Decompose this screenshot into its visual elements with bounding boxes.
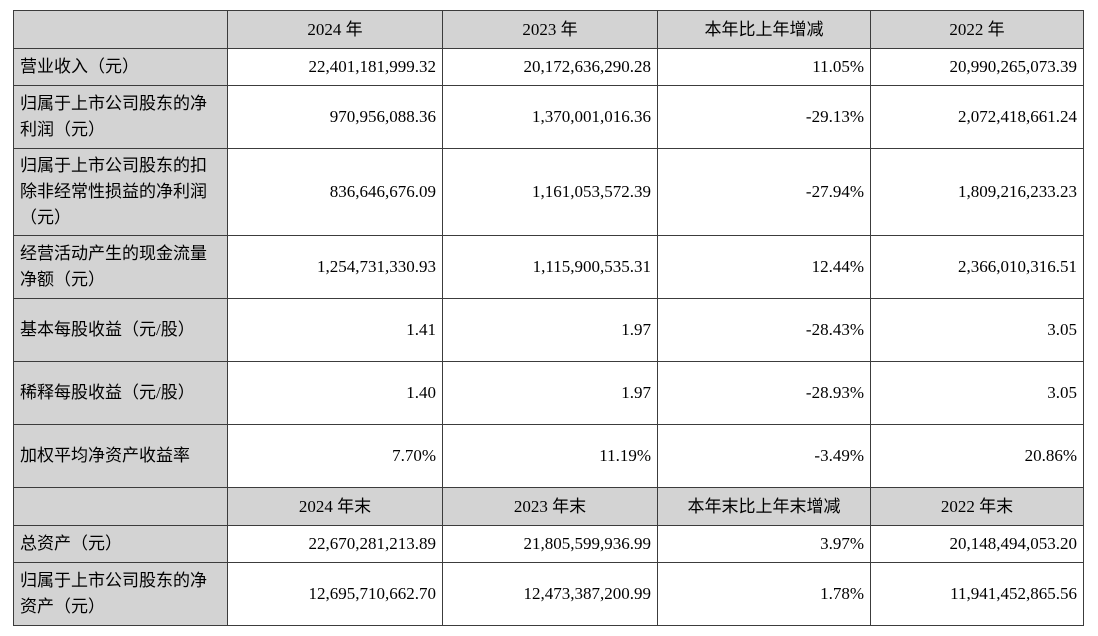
table-row-operating-revenue: 营业收入（元） 22,401,181,999.32 20,172,636,290… [13,48,1084,86]
yearend-header-2024: 2024 年末 [227,487,443,526]
cell-value-2024: 970,956,088.36 [227,85,443,149]
cell-value-2024: 7.70% [227,424,443,488]
cell-value-2024: 836,646,676.09 [227,148,443,236]
row-label: 归属于上市公司股东的扣除非经常性损益的净利润（元） [13,148,228,236]
financial-summary-table: 2024 年 2023 年 本年比上年增减 2022 年 营业收入（元） 22,… [13,10,1084,626]
row-label: 加权平均净资产收益率 [13,424,228,488]
cell-value-2023: 11.19% [442,424,658,488]
cell-value-2022: 3.05 [870,361,1084,425]
yearend-header-row: 2024 年末 2023 年末 本年末比上年末增减 2022 年末 [13,487,1084,526]
cell-value-change: -29.13% [657,85,871,149]
cell-value-2023: 20,172,636,290.28 [442,48,658,86]
cell-value-change: 3.97% [657,525,871,563]
cell-value-change: -3.49% [657,424,871,488]
cell-value-2022: 1,809,216,233.23 [870,148,1084,236]
cell-value-2023: 1,115,900,535.31 [442,235,658,299]
table-row-weighted-avg-roe: 加权平均净资产收益率 7.70% 11.19% -3.49% 20.86% [13,424,1084,488]
table-row-operating-cash-flow: 经营活动产生的现金流量净额（元） 1,254,731,330.93 1,115,… [13,235,1084,299]
row-label: 归属于上市公司股东的净利润（元） [13,85,228,149]
annual-header-2024: 2024 年 [227,10,443,49]
row-label: 稀释每股收益（元/股） [13,361,228,425]
cell-value-change: 11.05% [657,48,871,86]
row-label: 营业收入（元） [13,48,228,86]
cell-value-2023: 21,805,599,936.99 [442,525,658,563]
table-row-total-assets: 总资产（元） 22,670,281,213.89 21,805,599,936.… [13,525,1084,563]
cell-value-change: -27.94% [657,148,871,236]
cell-value-2024: 22,670,281,213.89 [227,525,443,563]
cell-value-2023: 12,473,387,200.99 [442,562,658,626]
annual-header-yoy-change: 本年比上年增减 [657,10,871,49]
annual-header-row: 2024 年 2023 年 本年比上年增减 2022 年 [13,10,1084,49]
yearend-header-2022: 2022 年末 [870,487,1084,526]
cell-value-2022: 3.05 [870,298,1084,362]
cell-value-2022: 2,072,418,661.24 [870,85,1084,149]
cell-value-2022: 20,990,265,073.39 [870,48,1084,86]
cell-value-change: -28.43% [657,298,871,362]
annual-header-2022: 2022 年 [870,10,1084,49]
cell-value-2023: 1,161,053,572.39 [442,148,658,236]
cell-value-2024: 1.41 [227,298,443,362]
cell-value-change: -28.93% [657,361,871,425]
annual-header-empty-cell [13,10,228,49]
cell-value-2022: 2,366,010,316.51 [870,235,1084,299]
table-row-net-profit: 归属于上市公司股东的净利润（元） 970,956,088.36 1,370,00… [13,85,1084,149]
cell-value-2024: 1,254,731,330.93 [227,235,443,299]
row-label: 基本每股收益（元/股） [13,298,228,362]
cell-value-2023: 1,370,001,016.36 [442,85,658,149]
table-row-net-assets: 归属于上市公司股东的净资产（元） 12,695,710,662.70 12,47… [13,562,1084,626]
cell-value-2024: 22,401,181,999.32 [227,48,443,86]
row-label: 总资产（元） [13,525,228,563]
row-label: 经营活动产生的现金流量净额（元） [13,235,228,299]
yearend-header-empty-cell [13,487,228,526]
cell-value-2024: 1.40 [227,361,443,425]
table-row-basic-eps: 基本每股收益（元/股） 1.41 1.97 -28.43% 3.05 [13,298,1084,362]
cell-value-change: 1.78% [657,562,871,626]
annual-header-2023: 2023 年 [442,10,658,49]
table-row-diluted-eps: 稀释每股收益（元/股） 1.40 1.97 -28.93% 3.05 [13,361,1084,425]
cell-value-change: 12.44% [657,235,871,299]
table-row-net-profit-excl-nonrecurring: 归属于上市公司股东的扣除非经常性损益的净利润（元） 836,646,676.09… [13,148,1084,236]
row-label: 归属于上市公司股东的净资产（元） [13,562,228,626]
yearend-header-yoy-change: 本年末比上年末增减 [657,487,871,526]
cell-value-2023: 1.97 [442,361,658,425]
cell-value-2024: 12,695,710,662.70 [227,562,443,626]
cell-value-2022: 20,148,494,053.20 [870,525,1084,563]
yearend-header-2023: 2023 年末 [442,487,658,526]
cell-value-2022: 11,941,452,865.56 [870,562,1084,626]
cell-value-2022: 20.86% [870,424,1084,488]
cell-value-2023: 1.97 [442,298,658,362]
